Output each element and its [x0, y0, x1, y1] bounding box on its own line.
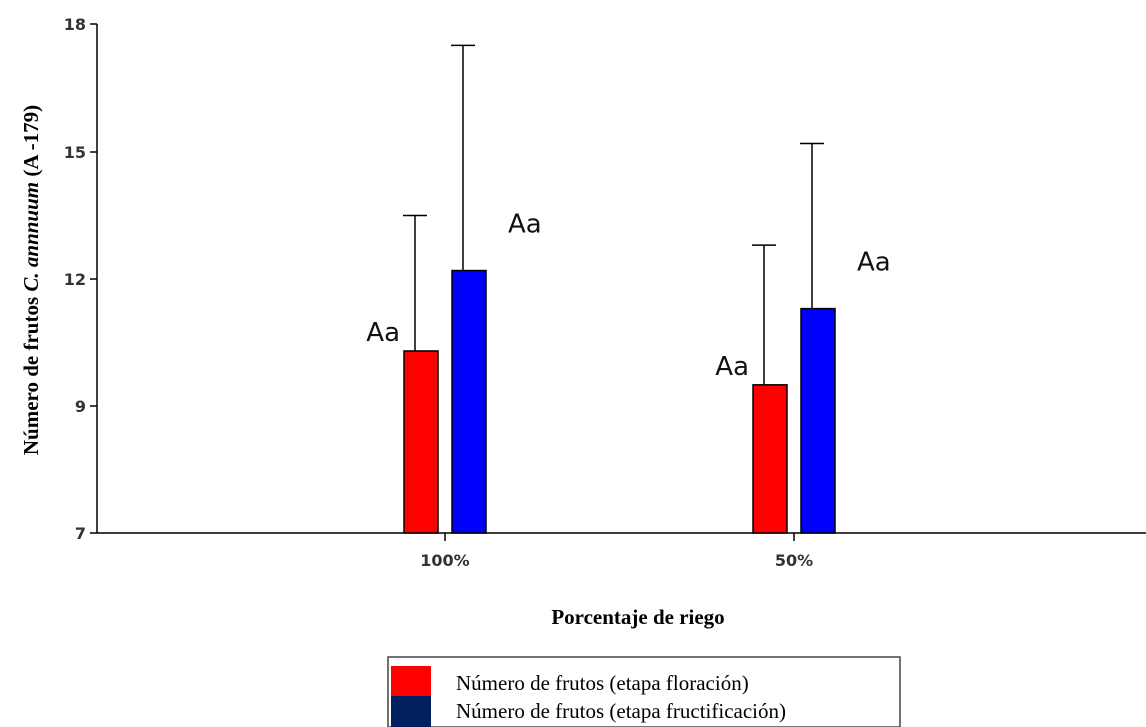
legend-label-fructificacion: Número de frutos (etapa fructificación) — [456, 699, 786, 723]
legend-box — [387, 656, 901, 727]
error-bars — [403, 44, 824, 385]
axes — [96, 24, 1146, 534]
y-axis-title-part-3: (A -179) — [19, 105, 43, 182]
y-axis-title-part-1: Número de frutos — [19, 292, 43, 456]
x-axis-title: Porcentaje de riego — [551, 605, 724, 629]
bar-fructificacion-0 — [451, 269, 487, 534]
bar-annotation: Aa — [508, 210, 542, 240]
bars — [403, 269, 836, 534]
bar-labels: Aa Aa Aa Aa — [366, 210, 890, 382]
x-ticks: 100% 50% — [420, 533, 813, 570]
y-ticks: 7 9 12 15 18 — [64, 15, 97, 543]
y-axis-title-species: C. annnuum — [19, 182, 43, 292]
bar-floracion-0 — [403, 350, 439, 534]
y-tick-label: 15 — [64, 143, 86, 162]
y-tick-label: 7 — [75, 524, 86, 543]
bar-floracion-1 — [752, 384, 788, 534]
bar-annotation: Aa — [715, 352, 749, 382]
bar-annotation: Aa — [857, 248, 891, 278]
legend-swatch-floracion — [391, 666, 431, 696]
legend-swatch-fructificacion — [391, 696, 431, 727]
y-axis-title: Número de frutos C. annnuum (A -179) — [19, 105, 43, 455]
bar-fructificacion-1 — [800, 307, 836, 534]
y-tick-label: 12 — [64, 270, 86, 289]
legend-label-floracion: Número de frutos (etapa floración) — [456, 671, 749, 695]
legend: Número de frutos (etapa floración) Númer… — [387, 656, 901, 727]
bar-annotation: Aa — [366, 318, 400, 348]
y-tick-label: 18 — [64, 15, 86, 34]
x-tick-label: 100% — [420, 551, 469, 570]
x-tick-label: 50% — [775, 551, 813, 570]
y-tick-label: 9 — [75, 397, 86, 416]
